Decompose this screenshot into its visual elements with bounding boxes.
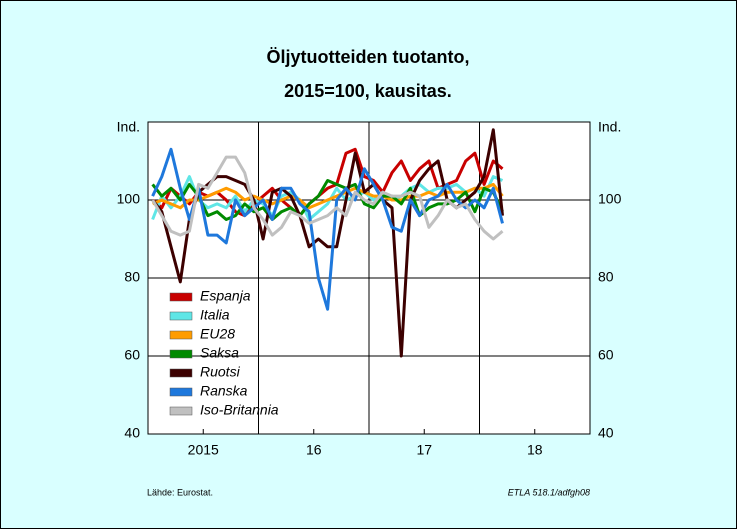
line bbox=[151, 147, 504, 311]
x-tick-label: 16 bbox=[306, 442, 322, 458]
legend-swatch bbox=[169, 311, 193, 321]
legend-label: Espanja bbox=[200, 288, 251, 304]
legend-swatch bbox=[169, 349, 193, 359]
y-axis-label: Ind. bbox=[117, 119, 140, 135]
y2-tick-label: 80 bbox=[598, 269, 614, 285]
legend-label: Saksa bbox=[200, 345, 239, 361]
line bbox=[151, 155, 504, 241]
x-tick-label: 2015 bbox=[188, 442, 219, 458]
y-tick-label: 80 bbox=[124, 269, 140, 285]
chart-title: 2015=100, kausitas. bbox=[284, 81, 452, 101]
y2-tick-label: 100 bbox=[598, 191, 622, 207]
y2-axis-label: Ind. bbox=[598, 119, 621, 135]
legend-label: Ranska bbox=[200, 383, 248, 399]
legend-label: Iso-Britannia bbox=[200, 402, 279, 418]
legend-swatch bbox=[169, 406, 193, 416]
y-tick-label: 60 bbox=[124, 347, 140, 363]
legend-label: Italia bbox=[200, 307, 230, 323]
code: ETLA 518.1/adfgh08 bbox=[508, 487, 590, 497]
legend-label: Ruotsi bbox=[200, 364, 241, 380]
x-tick-label: 18 bbox=[527, 442, 543, 458]
legend-swatch bbox=[169, 330, 193, 340]
x-tick-label: 17 bbox=[416, 442, 432, 458]
y2-tick-label: 40 bbox=[598, 425, 614, 441]
y-tick-label: 100 bbox=[117, 191, 141, 207]
chart-title: Öljytuotteiden tuotanto, bbox=[267, 47, 470, 67]
legend-swatch bbox=[169, 292, 193, 302]
y2-tick-label: 60 bbox=[598, 347, 614, 363]
legend-label: EU28 bbox=[200, 326, 235, 342]
y-tick-label: 40 bbox=[124, 425, 140, 441]
source: Lähde: Eurostat. bbox=[147, 487, 213, 497]
legend-swatch bbox=[169, 387, 193, 397]
legend-swatch bbox=[169, 368, 193, 378]
